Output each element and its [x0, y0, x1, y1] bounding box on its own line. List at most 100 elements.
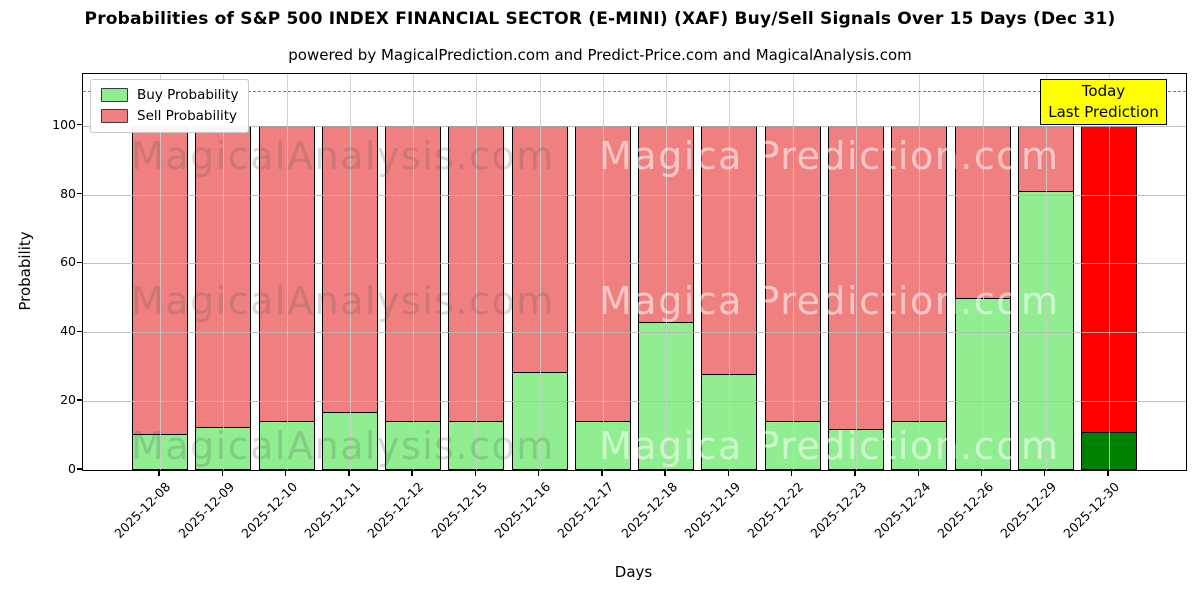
- bar-sell-segment: [511, 125, 568, 372]
- bar-buy-segment: [385, 420, 442, 470]
- x-tick-label-text: 2025-12-15: [427, 479, 490, 541]
- legend-buy-label: Buy Probability: [137, 87, 239, 103]
- bar-sell-segment: [448, 125, 505, 421]
- bar-2025-12-12: [385, 125, 442, 470]
- x-tick-mark: [1044, 470, 1046, 476]
- bar-sell-segment: [954, 125, 1011, 298]
- x-tick-label-text: 2025-12-18: [617, 479, 680, 541]
- x-tick-mark: [601, 470, 603, 476]
- y-tick-label: 60: [60, 254, 76, 270]
- bar-sell-segment: [1017, 125, 1074, 192]
- legend: Buy Probability Sell Probability: [90, 79, 250, 133]
- x-tick-mark: [537, 470, 540, 476]
- bar-sell-segment: [638, 125, 695, 323]
- x-tick-mark: [348, 470, 350, 476]
- y-tick-label: 0: [68, 461, 76, 476]
- bar-2025-12-18: [638, 125, 695, 470]
- bar-sell-segment: [1081, 125, 1138, 433]
- bar-2025-12-15: [448, 125, 505, 470]
- x-axis-label: Days: [614, 563, 653, 581]
- bar-2025-12-16: [511, 125, 568, 470]
- bar-buy-segment: [701, 373, 758, 470]
- x-tick-label-text: 2025-12-17: [554, 479, 617, 541]
- y-tick-mark: [77, 123, 82, 126]
- bar-buy-segment: [132, 433, 188, 470]
- x-tick-mark: [727, 470, 730, 476]
- bar-2025-12-22: [764, 125, 821, 470]
- today-annotation: Today Last Prediction: [1040, 79, 1167, 125]
- bar-buy-segment: [764, 420, 821, 470]
- x-tick-label-text: 2025-12-22: [744, 479, 807, 541]
- y-tick-mark: [77, 330, 82, 332]
- x-tick-label-text: 2025-12-23: [807, 479, 870, 541]
- y-tick-label: 20: [60, 392, 76, 408]
- legend-item-sell: Sell Probability: [101, 108, 238, 124]
- x-tick-mark: [284, 470, 287, 476]
- bar-2025-12-17: [574, 125, 631, 470]
- bar-2025-12-08: [132, 125, 188, 470]
- bar-sell-segment: [321, 125, 378, 413]
- bar-sell-segment: [258, 125, 315, 421]
- bar-sell-segment: [827, 125, 884, 429]
- bar-sell-segment: [891, 125, 948, 421]
- y-tick-mark: [77, 468, 82, 470]
- bar-sell-segment: [574, 125, 631, 421]
- bar-2025-12-26: [954, 125, 1011, 470]
- x-tick-mark: [158, 470, 160, 476]
- x-tick-mark: [791, 470, 793, 476]
- bar-buy-segment: [195, 426, 252, 470]
- chart-title: Probabilities of S&P 500 INDEX FINANCIAL…: [84, 9, 1116, 29]
- threshold-dashed-line: [83, 91, 1186, 93]
- bar-sell-segment: [701, 125, 758, 374]
- x-tick-label-text: 2025-12-19: [681, 479, 744, 541]
- bar-2025-12-24: [891, 125, 948, 470]
- bar-buy-segment: [511, 371, 568, 470]
- bar-buy-segment: [1017, 191, 1074, 470]
- x-tick-mark: [411, 470, 413, 476]
- x-tick-label-text: 2025-12-10: [238, 479, 301, 541]
- x-tick-label-text: 2025-12-30: [1060, 479, 1123, 541]
- bar-2025-12-30: [1081, 125, 1138, 470]
- x-tick-mark: [980, 470, 983, 476]
- sell-swatch-icon: [101, 109, 128, 123]
- bar-sell-segment: [385, 125, 442, 421]
- y-tick-mark: [77, 192, 82, 195]
- y-tick-label: 80: [60, 185, 76, 201]
- today-annotation-line2: Last Prediction: [1048, 103, 1159, 121]
- x-tick-label-text: 2025-12-12: [364, 479, 427, 541]
- y-tick-label: 40: [60, 323, 76, 339]
- bar-2025-12-11: [321, 125, 378, 470]
- legend-item-buy: Buy Probability: [101, 87, 238, 103]
- x-tick-mark: [664, 470, 666, 476]
- x-tick-mark: [917, 470, 919, 476]
- bar-buy-segment: [448, 420, 505, 470]
- bar-2025-12-19: [701, 125, 758, 470]
- y-tick-mark: [77, 399, 82, 401]
- bar-buy-segment: [574, 420, 631, 470]
- y-tick-mark: [77, 261, 82, 264]
- bar-buy-segment: [321, 412, 378, 470]
- bar-2025-12-23: [827, 125, 884, 470]
- x-tick-label-text: 2025-12-11: [301, 479, 364, 541]
- bar-buy-segment: [827, 428, 884, 470]
- chart-subtitle: powered by MagicalPrediction.com and Pre…: [288, 46, 912, 64]
- bar-2025-12-09: [195, 125, 252, 470]
- x-tick-label-text: 2025-12-08: [111, 479, 174, 541]
- bar-sell-segment: [195, 125, 252, 427]
- x-tick-mark: [854, 470, 856, 476]
- x-tick-mark: [221, 470, 223, 476]
- bar-2025-12-29: [1017, 125, 1074, 470]
- x-tick-label-text: 2025-12-16: [491, 479, 554, 541]
- x-tick-mark: [474, 470, 477, 476]
- bar-buy-segment: [891, 420, 948, 470]
- x-tick-label-text: 2025-12-26: [934, 479, 997, 541]
- x-tick-label-text: 2025-12-29: [997, 479, 1060, 541]
- bar-buy-segment: [954, 297, 1011, 470]
- plot-area: Buy Probability Sell Probability Today L…: [82, 73, 1187, 471]
- bar-buy-segment: [638, 322, 695, 470]
- bar-buy-segment: [258, 420, 315, 470]
- legend-sell-label: Sell Probability: [137, 108, 238, 124]
- x-tick-label-text: 2025-12-09: [174, 479, 237, 541]
- y-tick-label: 100: [52, 116, 76, 132]
